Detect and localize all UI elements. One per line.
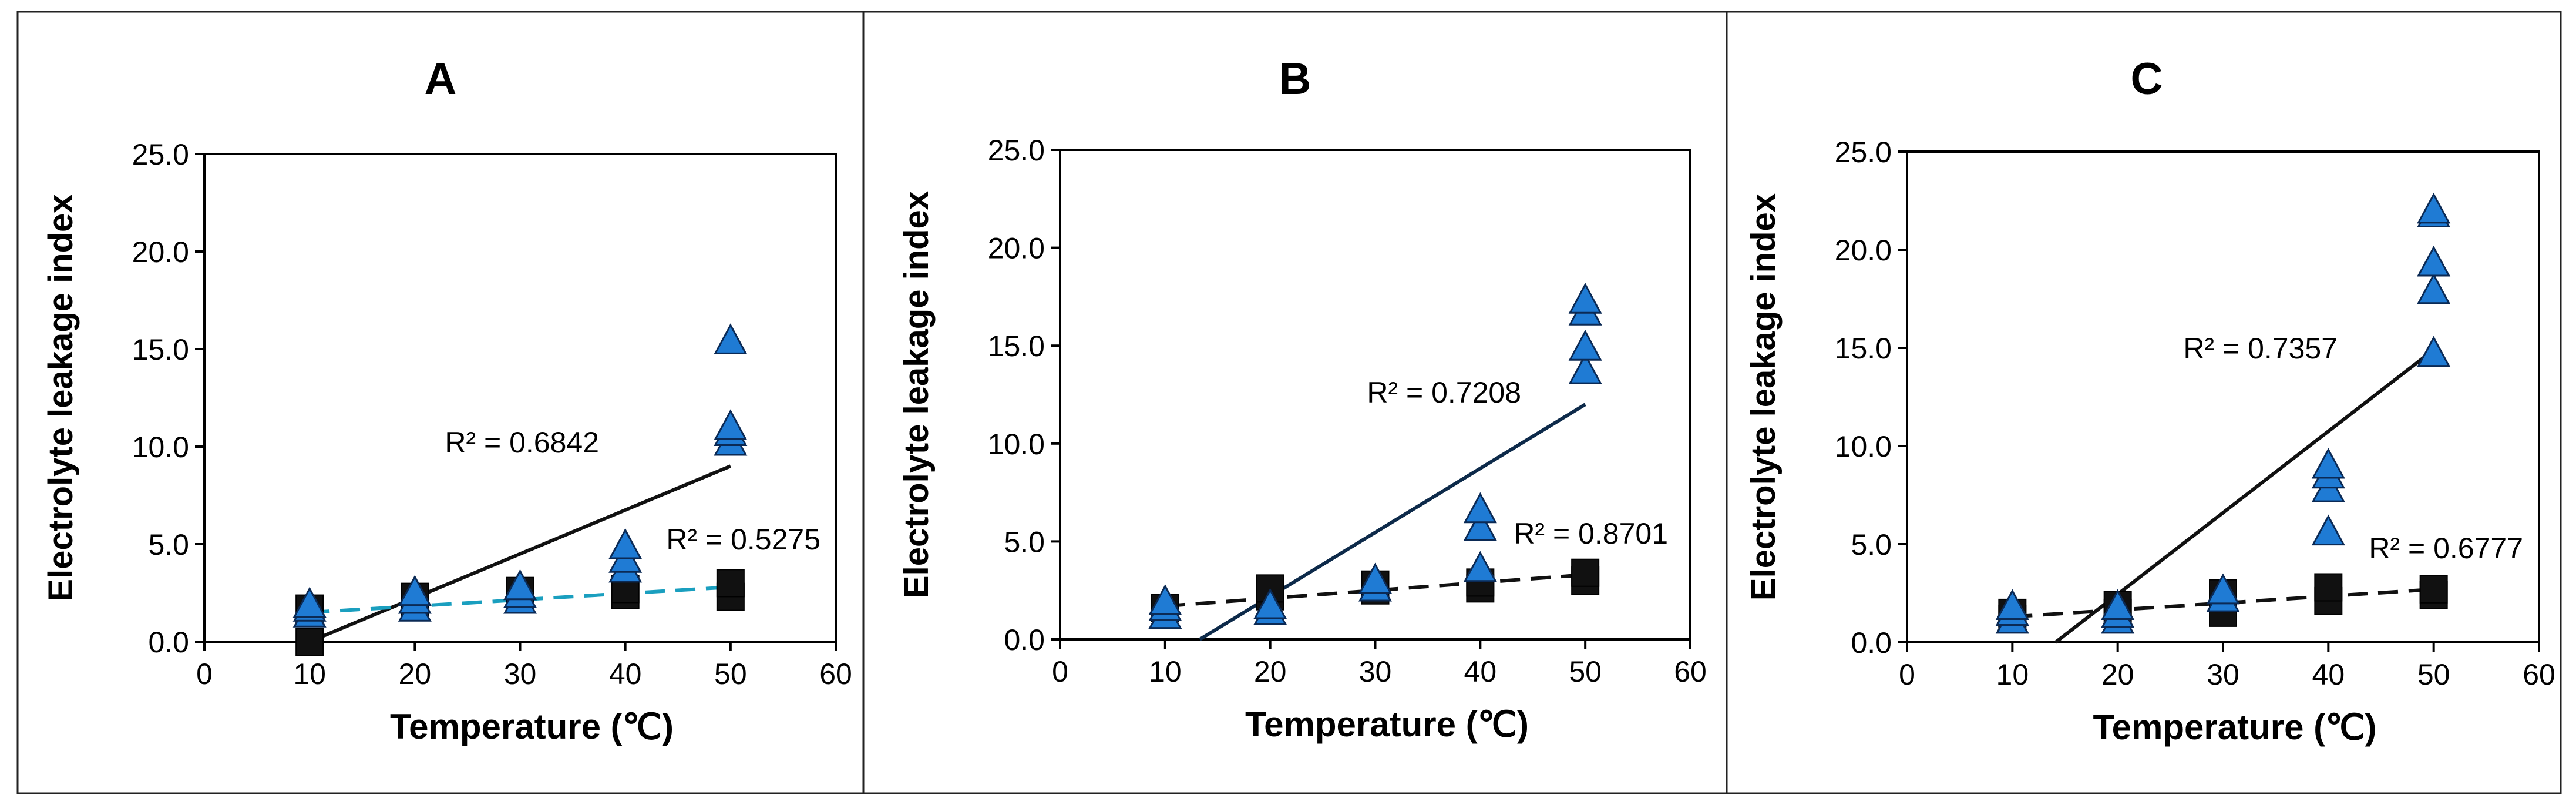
triangle-point xyxy=(608,528,643,559)
triangle-point xyxy=(2417,245,2451,277)
panel-c: C 0.0 5.0 10.0 15.0 20.0 25.0 0 10 20 30 40 50 60 Temp… xyxy=(1726,11,2562,794)
triangle-point xyxy=(1568,283,1602,314)
x-tick-label: 50 xyxy=(714,658,747,690)
y-tick-label: 15.0 xyxy=(1835,332,1892,365)
x-tick-label: 60 xyxy=(819,658,852,690)
triangle-point xyxy=(2206,573,2240,605)
triangle-point xyxy=(1358,562,1393,594)
x-tick-label: 40 xyxy=(609,658,642,690)
x-tick-label: 0 xyxy=(1052,655,1068,688)
x-axis-label: Temperature (℃) xyxy=(390,707,674,746)
triangle-trendline xyxy=(309,464,731,643)
y-tick-label: 15.0 xyxy=(988,330,1045,363)
y-tick-label: 10.0 xyxy=(132,431,189,464)
x-tick-label: 60 xyxy=(2523,658,2555,691)
x-tick-label: 30 xyxy=(2207,658,2239,691)
r2-label-square: R² = 0.6777 xyxy=(2369,532,2523,565)
panel-frame xyxy=(1726,11,2562,794)
chart-title: C xyxy=(2131,54,2163,104)
square-point xyxy=(295,628,324,656)
triangle-point xyxy=(292,586,327,618)
x-axis-label: Temperature (℃) xyxy=(1245,705,1529,744)
triangle-point xyxy=(2417,192,2451,224)
triangle-point xyxy=(1253,588,1287,619)
y-axis-label: Electrolyte leakage index xyxy=(1744,193,1783,601)
chart-title: B xyxy=(1279,54,1311,104)
triangle-point xyxy=(1463,509,1497,541)
y-tick-label: 25.0 xyxy=(988,134,1045,167)
triangle-point xyxy=(2311,514,2345,546)
y-tick-label: 25.0 xyxy=(1835,136,1892,169)
y-tick-label: 5.0 xyxy=(148,528,189,561)
x-tick-label: 30 xyxy=(1359,655,1392,688)
triangle-point xyxy=(1568,330,1602,361)
y-axis-label: Electrolyte leakage index xyxy=(42,194,80,601)
square-point xyxy=(1571,558,1600,587)
r2-label-square: R² = 0.5275 xyxy=(666,523,820,556)
triangle-point xyxy=(714,409,748,440)
square-trendline xyxy=(2012,587,2434,619)
square-trendline xyxy=(309,585,731,615)
x-tick-label: 50 xyxy=(2417,658,2450,691)
x-axis-label: Temperature (℃) xyxy=(2093,708,2376,747)
y-tick-label: 15.0 xyxy=(132,333,189,366)
x-tick-label: 40 xyxy=(1464,655,1497,688)
y-tick-label: 0.0 xyxy=(1851,626,1892,659)
y-axis-label: Electrolyte leakage index xyxy=(897,191,936,598)
square-point xyxy=(2419,575,2448,604)
y-tick-label: 5.0 xyxy=(1851,528,1892,561)
x-tick-label: 50 xyxy=(1569,655,1602,688)
triangle-point xyxy=(1995,589,2029,621)
x-tick-label: 10 xyxy=(293,658,326,690)
square-trendline xyxy=(1165,573,1586,608)
square-point xyxy=(716,569,745,598)
r2-label-square: R² = 0.8701 xyxy=(1514,517,1668,550)
x-tick-label: 0 xyxy=(196,658,213,690)
triangle-point xyxy=(1463,492,1497,524)
triangle-point xyxy=(2311,447,2345,479)
y-tick-label: 0.0 xyxy=(1004,623,1045,656)
triangle-point xyxy=(398,575,432,606)
x-tick-label: 40 xyxy=(2312,658,2345,691)
y-tick-label: 20.0 xyxy=(1835,234,1892,267)
x-tick-label: 10 xyxy=(1996,658,2029,691)
x-tick-label: 20 xyxy=(399,658,432,690)
r2-label-triangle: R² = 0.7357 xyxy=(2183,332,2338,365)
y-tick-label: 20.0 xyxy=(132,236,189,269)
triangle-point xyxy=(714,323,748,354)
x-tick-label: 20 xyxy=(2101,658,2134,691)
x-tick-label: 30 xyxy=(504,658,537,690)
r2-label-triangle: R² = 0.7208 xyxy=(1367,376,1521,409)
square-point xyxy=(2314,573,2343,602)
x-tick-label: 60 xyxy=(1674,655,1707,688)
r2-label-triangle: R² = 0.6842 xyxy=(445,426,599,459)
y-tick-label: 25.0 xyxy=(132,138,189,171)
triangle-point xyxy=(1148,584,1182,615)
triangle-point xyxy=(2417,273,2451,304)
y-tick-label: 10.0 xyxy=(1835,430,1892,463)
x-tick-label: 20 xyxy=(1254,655,1287,688)
y-tick-label: 10.0 xyxy=(988,428,1045,461)
triangle-point xyxy=(2101,589,2135,621)
y-tick-label: 5.0 xyxy=(1004,525,1045,558)
triangle-point xyxy=(503,569,537,601)
triangle-point xyxy=(2417,336,2451,367)
y-tick-label: 0.0 xyxy=(148,626,189,659)
y-tick-label: 20.0 xyxy=(988,232,1045,265)
x-tick-label: 0 xyxy=(1899,658,1915,691)
triangle-point xyxy=(1568,353,1602,384)
triangle-point xyxy=(1463,551,1497,582)
panel-a: A 0.0 5.0 10.0 15.0 20.0 25.0 0 10 20 30 40 50 60 Temp… xyxy=(16,11,865,794)
x-tick-label: 10 xyxy=(1149,655,1182,688)
chart-title: A xyxy=(425,54,457,104)
